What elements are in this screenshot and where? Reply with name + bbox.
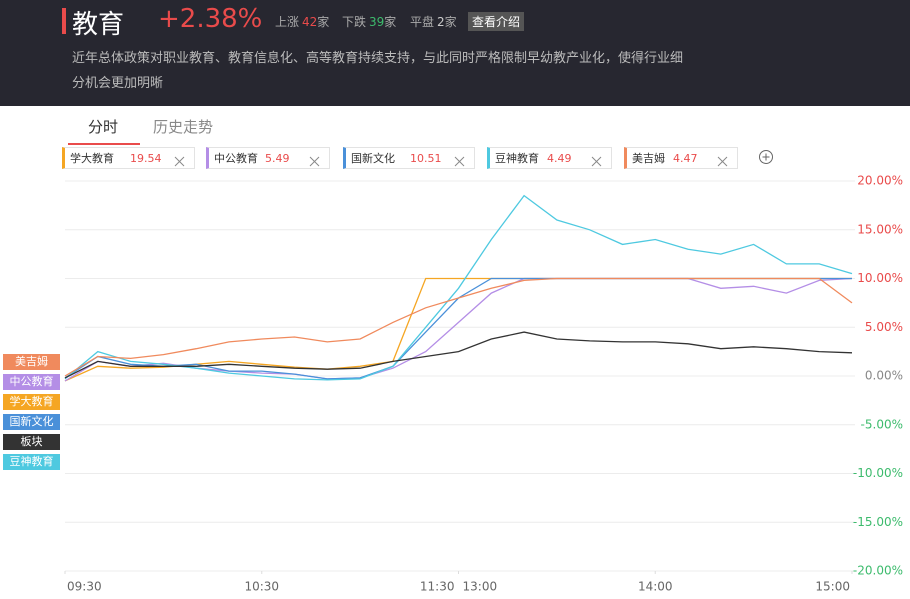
stat-count: 2: [437, 15, 445, 29]
x-tick-label: 10:30: [244, 580, 279, 594]
legend-price: 4.49: [547, 152, 572, 165]
stat-unit: 家: [384, 15, 397, 29]
series-line: [64, 331, 853, 379]
y-tick-label: 20.00%: [857, 174, 903, 188]
legend-item: 美吉姆 4.47: [624, 147, 738, 169]
y-tick-label: -20.00%: [853, 564, 903, 578]
legend-name: 美吉姆: [632, 152, 665, 165]
change: +2.38%: [158, 4, 263, 34]
x-tick-label: 14:00: [638, 580, 673, 594]
legend-item: 中公教育 5.49: [206, 147, 330, 169]
close-icon[interactable]: [174, 153, 185, 167]
y-tick-label: -5.00%: [861, 417, 903, 431]
series-line: [64, 277, 853, 377]
y-tick-label: 15.00%: [857, 222, 903, 236]
tab[interactable]: 分时: [88, 118, 119, 136]
series-tag: 中公教育: [3, 374, 60, 390]
legend-item: 国新文化 10.51: [343, 147, 475, 169]
series-tag: 学大教育: [3, 394, 60, 410]
x-tick-label: 15:00: [815, 580, 850, 594]
x-tick-label: 09:30: [67, 580, 102, 594]
stat-count: 39: [369, 15, 385, 29]
legend-price: 5.49: [265, 152, 290, 165]
x-tick-label: 13:00: [463, 580, 498, 594]
stat: 平盘 2家: [410, 13, 457, 30]
intro-button[interactable]: 查看介绍: [468, 12, 525, 31]
legend-price: 19.54: [130, 152, 162, 165]
close-icon[interactable]: [309, 153, 320, 167]
legend-name: 豆神教育: [495, 152, 539, 165]
description: 近年总体政策对职业教育、教育信息化、高等教育持续支持，与此同时严格限制早幼教产业…: [72, 51, 684, 91]
legend-name: 中公教育: [214, 152, 258, 165]
title: 教育: [72, 10, 125, 40]
legend-price: 10.51: [410, 152, 442, 165]
legend-item: 豆神教育 4.49: [487, 147, 612, 169]
stat-unit: 家: [317, 15, 330, 29]
stat-unit: 家: [444, 15, 457, 29]
y-tick-label: 0.00%: [865, 369, 903, 383]
header: 教育 +2.38% 上涨 42家 下跌 39家 平盘 2家 查看介绍 近年总体政策对职…: [0, 0, 910, 106]
legend-name: 国新文化: [351, 152, 395, 165]
tab-underline: [68, 143, 140, 145]
close-icon[interactable]: [591, 153, 602, 167]
series-line: [64, 194, 853, 381]
stat: 上涨 42家: [275, 13, 329, 30]
stat-label: 下跌: [342, 15, 367, 29]
legend-name: 学大教育: [70, 152, 114, 165]
close-icon[interactable]: [717, 153, 728, 167]
stat-label: 平盘: [410, 15, 435, 29]
series-tag: 豆神教育: [3, 454, 60, 470]
series-tag: 板块: [3, 434, 60, 450]
tab[interactable]: 历史走势: [153, 118, 214, 136]
series-line: [64, 277, 852, 380]
series-tag: 国新文化: [3, 414, 60, 430]
y-tick-label: -15.00%: [853, 515, 903, 529]
legend-item: 学大教育 19.54: [62, 147, 195, 169]
x-tick-label: 11:30: [420, 580, 455, 594]
legend-price: 4.47: [673, 152, 698, 165]
stat-label: 上涨: [275, 15, 300, 29]
add-button[interactable]: [759, 150, 773, 164]
y-tick-label: 10.00%: [857, 271, 903, 285]
accent-bar: [62, 8, 66, 34]
y-tick-label: -10.00%: [853, 466, 903, 480]
close-icon[interactable]: [454, 153, 465, 167]
stat-count: 42: [302, 15, 318, 29]
series-tag: 美吉姆: [3, 354, 60, 370]
stat: 下跌 39家: [342, 13, 396, 30]
y-tick-label: 5.00%: [865, 320, 903, 334]
